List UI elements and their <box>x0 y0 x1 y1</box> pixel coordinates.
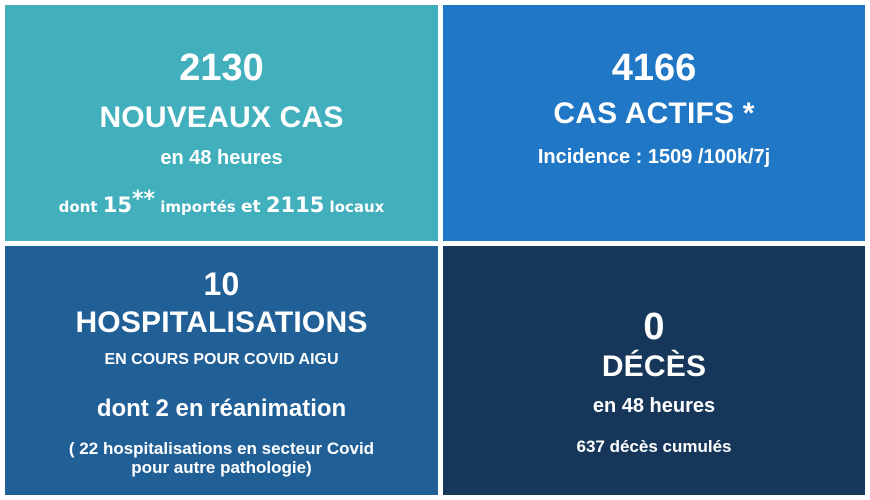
hospitalisations-note-line1: ( 22 hospitalisations en secteur Covid <box>68 439 375 458</box>
imported-label: importés <box>160 198 236 216</box>
local-count: 2115 <box>265 193 325 217</box>
new-cases-card: 2130 NOUVEAUX CAS en 48 heures dont 15**… <box>5 5 438 241</box>
imported-count: 15 <box>102 193 132 217</box>
incidence-rate: Incidence : 1509 /100k/7j <box>537 146 771 168</box>
icu-count: dont 2 en réanimation <box>96 395 347 422</box>
new-cases-subtitle: en 48 heures <box>160 147 283 169</box>
active-cases-card: 4166 CAS ACTIFS * Incidence : 1509 /100k… <box>443 5 865 241</box>
local-label: locaux <box>329 198 385 216</box>
deaths-title: DÉCÈS <box>601 350 707 383</box>
new-cases-number: 2130 <box>179 47 264 89</box>
detail-conjunction: et <box>240 197 261 217</box>
imported-footnote-mark: ** <box>132 187 156 212</box>
new-cases-detail: dont 15** importés et 2115 locaux <box>5 189 438 217</box>
new-cases-title: NOUVEAUX CAS <box>99 101 344 134</box>
hospitalisations-number: 10 <box>203 266 240 302</box>
active-cases-number: 4166 <box>611 47 697 89</box>
hospitalisations-card: 10 HOSPITALISATIONS EN COURS POUR COVID … <box>5 246 438 495</box>
cumulative-deaths: 637 décès cumulés <box>576 437 732 456</box>
hospitalisations-subtitle: EN COURS POUR COVID AIGU <box>104 351 339 368</box>
hospitalisations-title: HOSPITALISATIONS <box>75 306 368 339</box>
deaths-number: 0 <box>643 306 665 348</box>
detail-prefix: dont <box>58 198 98 216</box>
hospitalisations-note-line2: pour autre pathologie) <box>131 458 312 477</box>
active-cases-title: CAS ACTIFS * <box>553 97 755 130</box>
deaths-subtitle: en 48 heures <box>592 395 716 417</box>
deaths-card: 0 DÉCÈS en 48 heures 637 décès cumulés <box>443 246 865 495</box>
